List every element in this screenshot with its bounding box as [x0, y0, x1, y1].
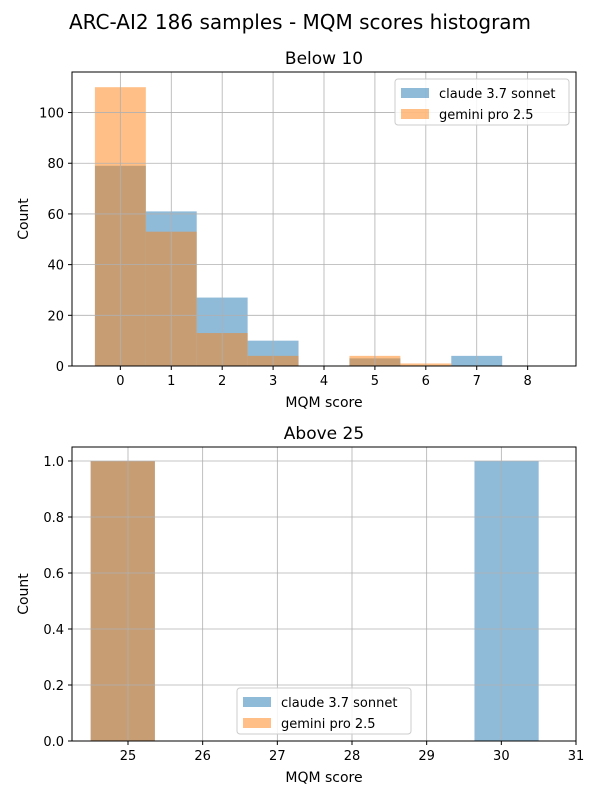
x-tick-label: 29 — [418, 749, 435, 764]
y-tick-label: 0.4 — [43, 623, 64, 638]
legend-box — [394, 78, 570, 126]
x-axis-label: MQM score — [285, 395, 362, 411]
claude-legend-swatch — [243, 697, 271, 707]
chart-2: 25 26 27 28 29 30 31 0.0 0.2 0.4 0.6 0.8 1.0 Above 25… — [16, 424, 584, 786]
legend: claude 3.7 sonnet gemini pro 2.5 — [236, 687, 412, 735]
x-tick-label: 27 — [269, 749, 286, 764]
y-tick-label: 100 — [39, 107, 64, 122]
claude-legend-label: claude 3.7 sonnet — [439, 87, 555, 102]
y-tick-label: 1.0 — [43, 455, 64, 470]
claude-legend-label: claude 3.7 sonnet — [281, 696, 397, 711]
x-tick-label: 8 — [523, 374, 531, 389]
y-tick-label: 0 — [56, 360, 64, 375]
x-tick-label: 26 — [194, 749, 211, 764]
x-tick-label: 31 — [568, 749, 585, 764]
y-tick-label: 0.2 — [43, 679, 64, 694]
y-tick-label: 80 — [47, 157, 64, 172]
x-tick-label: 1 — [167, 374, 175, 389]
x-tick-label: 6 — [422, 374, 430, 389]
y-tick-label: 0.8 — [43, 511, 64, 526]
gemini-legend-label: gemini pro 2.5 — [281, 717, 376, 732]
x-tick-label: 2 — [218, 374, 226, 389]
chart-title: Below 10 — [285, 49, 363, 69]
claude-bar — [474, 461, 539, 741]
claude-legend-swatch — [401, 88, 429, 98]
y-tick-label: 0.0 — [43, 735, 64, 750]
y-axis-label: Count — [16, 198, 32, 240]
gemini-legend-swatch — [401, 109, 429, 119]
y-tick-label: 40 — [47, 259, 64, 274]
x-tick-label: 7 — [473, 374, 481, 389]
gemini-legend-swatch — [243, 718, 271, 728]
figure-title: ARC-AI2 186 samples - MQM scores histogr… — [68, 10, 532, 34]
y-tick-label: 20 — [47, 309, 64, 324]
legend: claude 3.7 sonnet gemini pro 2.5 — [394, 78, 570, 126]
x-tick-label: 25 — [120, 749, 137, 764]
x-tick-label: 28 — [344, 749, 361, 764]
y-tick-label: 60 — [47, 208, 64, 223]
x-tick-label: 3 — [269, 374, 277, 389]
legend-box — [236, 687, 412, 735]
gemini-legend-label: gemini pro 2.5 — [439, 108, 534, 123]
x-axis-label: MQM score — [285, 770, 362, 786]
y-axis-label: Count — [16, 573, 32, 615]
plot-frame — [71, 446, 577, 742]
x-tick-label: 30 — [493, 749, 510, 764]
x-tick-label: 4 — [320, 374, 328, 389]
chart-title: Above 25 — [284, 424, 364, 444]
gemini-bar — [90, 461, 155, 741]
y-tick-label: 0.6 — [43, 567, 64, 582]
x-tick-label: 0 — [116, 374, 124, 389]
x-tick-label: 5 — [371, 374, 379, 389]
